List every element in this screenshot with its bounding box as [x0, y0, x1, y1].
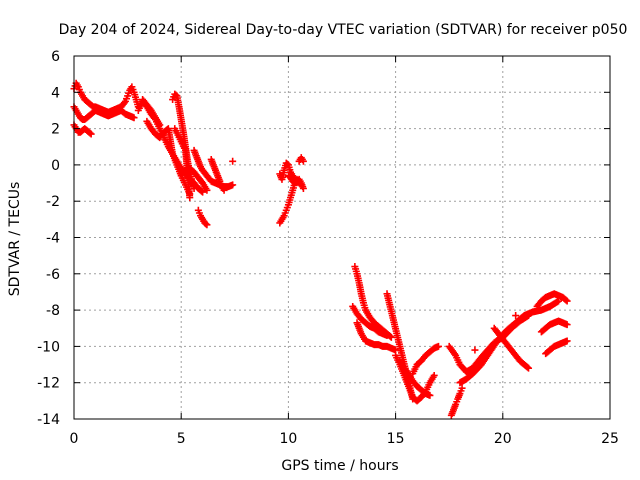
series-arc-2 — [70, 103, 138, 124]
y-tick-label: 0 — [51, 158, 60, 174]
series-arc-20 — [349, 302, 391, 340]
y-tick-label: 4 — [51, 85, 60, 101]
y-tick-label: -12 — [37, 376, 60, 392]
data-point — [525, 364, 533, 372]
data-point — [562, 296, 570, 304]
chart-title: Day 204 of 2024, Sidereal Day-to-day VTE… — [59, 22, 628, 38]
data-point — [203, 221, 211, 229]
series-arc-19 — [353, 319, 400, 354]
data-point — [512, 312, 520, 320]
data-point — [229, 181, 237, 189]
y-tick-label: -8 — [46, 303, 60, 319]
data-point — [220, 186, 228, 194]
data-point — [409, 395, 417, 403]
x-axis-ticks: 0 5 10 15 20 25 — [70, 56, 619, 447]
data-point — [471, 346, 479, 354]
data-point — [299, 157, 307, 165]
data-point — [430, 371, 438, 379]
series-arc-16 — [284, 172, 307, 192]
series-arc-6 — [139, 96, 164, 129]
data-point — [386, 332, 394, 340]
x-tick-label: 10 — [279, 431, 297, 447]
series-arc-27 — [490, 324, 533, 372]
y-tick-label: -4 — [46, 231, 60, 247]
data-point — [458, 384, 466, 392]
y-tick-label: -10 — [37, 339, 60, 355]
series-arc-13 — [171, 125, 237, 202]
x-tick-label: 15 — [387, 431, 405, 447]
data-point — [523, 363, 531, 371]
data-point — [186, 194, 194, 202]
data-point — [156, 121, 164, 129]
data-point — [203, 186, 211, 194]
data-point — [299, 184, 307, 192]
data-point — [199, 188, 207, 196]
y-tick-label: -14 — [37, 412, 60, 428]
y-tick-label: 2 — [51, 122, 60, 138]
series-arc-11 — [207, 155, 228, 194]
x-tick-label: 0 — [70, 431, 79, 447]
data-point — [563, 321, 571, 329]
series-arc-12 — [190, 146, 207, 174]
data-points — [70, 79, 571, 419]
data-point — [86, 129, 94, 137]
y-axis-label: SDTVAR / TECUs — [7, 182, 23, 297]
data-point — [87, 130, 95, 138]
data-point — [563, 297, 571, 305]
x-tick-label: 25 — [601, 431, 619, 447]
x-tick-label: 20 — [494, 431, 512, 447]
data-point — [130, 114, 138, 122]
series-arc-24 — [447, 384, 466, 419]
x-tick-label: 5 — [177, 431, 186, 447]
data-point — [426, 391, 434, 399]
data-point — [383, 332, 391, 340]
series-arc-26 — [456, 297, 563, 387]
data-point — [387, 333, 395, 341]
series-arc-28 — [533, 290, 571, 310]
series-arc-30 — [537, 317, 571, 336]
series-arc-1 — [70, 79, 142, 116]
series-arc-31 — [383, 290, 520, 403]
y-tick-label: -2 — [46, 194, 60, 210]
data-point — [202, 220, 210, 228]
data-point — [229, 157, 237, 165]
series-arc-23 — [409, 342, 442, 378]
y-tick-label: -6 — [46, 267, 60, 283]
series-arc-17 — [295, 154, 307, 165]
grid-lines — [74, 56, 610, 419]
y-axis-ticks: -14 -12 -10 -8 -6 -4 -2 0 2 4 6 — [37, 49, 610, 428]
data-point — [434, 342, 442, 350]
y-tick-label: 6 — [51, 49, 60, 65]
data-point — [451, 350, 459, 358]
series-arc-29 — [542, 337, 571, 358]
data-point — [199, 166, 207, 174]
data-point — [120, 99, 128, 107]
x-axis-label: GPS time / hours — [281, 458, 398, 474]
series-arc-9 — [194, 206, 211, 229]
data-point — [198, 187, 206, 195]
data-point — [563, 337, 571, 345]
